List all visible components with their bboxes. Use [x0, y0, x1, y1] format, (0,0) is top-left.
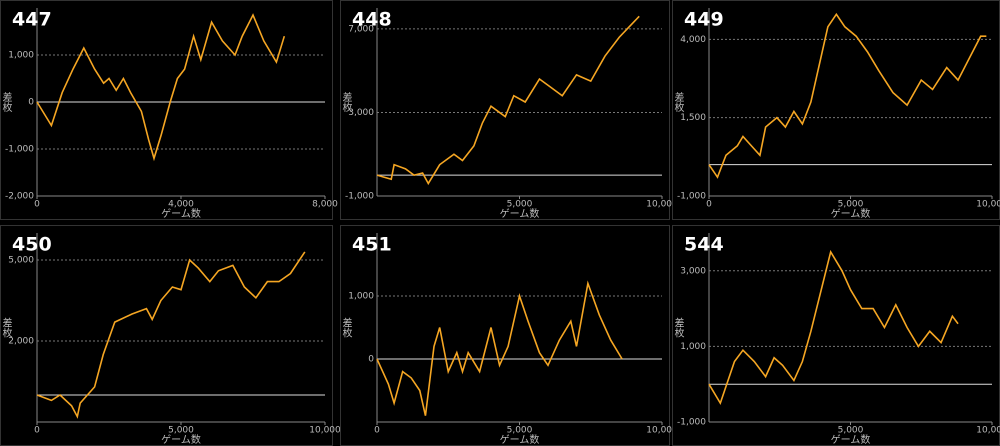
y-tick-label: 1,500 [680, 113, 706, 123]
panel-frame [0, 0, 333, 220]
y-tick-label: 7,000 [348, 24, 374, 34]
x-axis-label: ゲーム数 [161, 433, 201, 446]
x-tick-label: 8,000 [312, 200, 338, 210]
y-tick-label: -1,000 [677, 418, 706, 428]
panel-frame [672, 0, 1000, 220]
data-line [376, 280, 623, 416]
x-tick-label: 10,000 [646, 200, 678, 210]
x-tick-label: 10,000 [309, 426, 341, 436]
y-tick-label: -2,000 [5, 192, 34, 202]
y-axis-label: 差枚 [340, 91, 352, 113]
y-tick-label: -1,000 [345, 192, 374, 202]
x-axis-label: ゲーム数 [831, 207, 871, 220]
data-line [36, 13, 286, 162]
data-line [708, 12, 987, 179]
y-tick-label: 1,000 [680, 342, 706, 352]
x-tick-label: 5,000 [507, 426, 533, 436]
x-tick-label: 0 [374, 426, 380, 436]
x-tick-label: 10,000 [976, 200, 1000, 210]
chart-title: 450 [12, 234, 52, 256]
y-tick-label: 3,000 [680, 266, 706, 276]
y-axis-label: 差枚 [0, 316, 12, 338]
y-axis-label: 差枚 [672, 91, 684, 113]
x-tick-label: 10,000 [646, 426, 678, 436]
x-axis-label: ゲーム数 [500, 207, 540, 220]
panel-frame [672, 225, 1000, 446]
x-axis-label: ゲーム数 [831, 433, 871, 446]
x-tick-label: 0 [706, 200, 712, 210]
x-tick-label: 5,000 [838, 426, 864, 436]
panel-frame [340, 0, 670, 220]
y-tick-label: -1,000 [5, 145, 34, 155]
y-axis-label: 差枚 [0, 91, 12, 113]
y-tick-label: 0 [28, 98, 34, 108]
y-tick-label: 4,000 [680, 35, 706, 45]
x-tick-label: 5,000 [168, 426, 194, 436]
y-axis-label: 差枚 [672, 316, 684, 338]
x-axis-label: ゲーム数 [500, 433, 540, 446]
x-tick-label: 5,000 [507, 200, 533, 210]
data-line [708, 249, 959, 405]
x-axis-label: ゲーム数 [161, 207, 201, 220]
panel-frame [340, 225, 670, 446]
y-tick-label: -1,000 [677, 192, 706, 202]
x-tick-label: 0 [34, 200, 40, 210]
x-tick-label: 4,000 [168, 200, 194, 210]
data-line [376, 15, 640, 186]
chart-title: 451 [352, 234, 392, 256]
x-tick-label: 0 [34, 426, 40, 436]
y-tick-label: 1,000 [8, 51, 34, 61]
x-tick-label: 10,000 [976, 426, 1000, 436]
y-tick-label: 5,000 [8, 256, 34, 266]
chart-title: 449 [684, 9, 724, 31]
x-tick-label: 5,000 [838, 200, 864, 210]
panel-frame [0, 225, 333, 446]
y-tick-label: 0 [368, 355, 374, 365]
chart-title: 448 [352, 9, 392, 31]
y-tick-label: 3,000 [348, 108, 374, 118]
y-axis-label: 差枚 [340, 316, 352, 338]
data-line [36, 251, 306, 419]
y-tick-label: 2,000 [8, 337, 34, 347]
chart-title: 544 [684, 234, 724, 256]
chart-title: 447 [12, 9, 52, 31]
y-tick-label: 1,000 [348, 292, 374, 302]
